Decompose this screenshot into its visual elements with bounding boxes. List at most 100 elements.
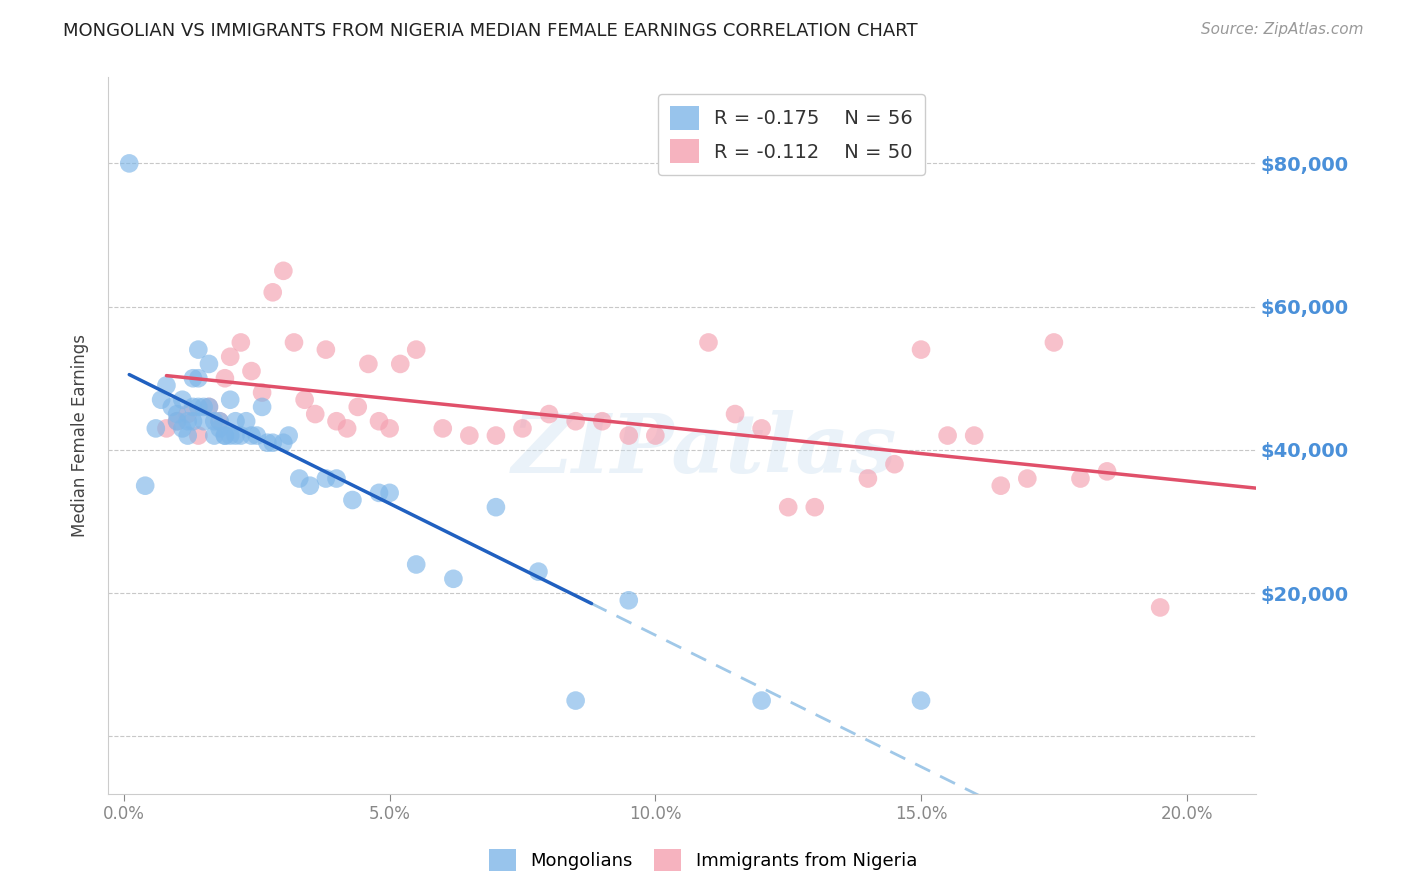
Point	[177, 407, 200, 421]
Point	[208, 421, 231, 435]
Point	[246, 428, 269, 442]
Point	[432, 421, 454, 435]
Point	[751, 421, 773, 435]
Point	[250, 385, 273, 400]
Point	[235, 414, 257, 428]
Point	[389, 357, 412, 371]
Point	[1069, 471, 1091, 485]
Point	[181, 371, 204, 385]
Point	[198, 357, 221, 371]
Point	[202, 428, 225, 442]
Point	[214, 428, 236, 442]
Point	[273, 435, 295, 450]
Point	[378, 421, 401, 435]
Point	[187, 371, 209, 385]
Point	[177, 414, 200, 428]
Point	[187, 428, 209, 442]
Point	[697, 335, 720, 350]
Point	[214, 371, 236, 385]
Point	[803, 500, 825, 515]
Point	[325, 414, 347, 428]
Point	[193, 414, 215, 428]
Point	[441, 572, 464, 586]
Point	[527, 565, 550, 579]
Legend: Mongolians, Immigrants from Nigeria: Mongolians, Immigrants from Nigeria	[481, 842, 925, 879]
Point	[538, 407, 561, 421]
Point	[294, 392, 316, 407]
Point	[229, 428, 252, 442]
Point	[617, 593, 640, 607]
Point	[288, 471, 311, 485]
Point	[214, 428, 236, 442]
Point	[225, 414, 247, 428]
Point	[564, 693, 586, 707]
Point	[485, 428, 508, 442]
Point	[219, 392, 242, 407]
Point	[1149, 600, 1171, 615]
Point	[778, 500, 800, 515]
Point	[405, 558, 427, 572]
Point	[172, 421, 194, 435]
Point	[304, 407, 326, 421]
Point	[298, 478, 321, 492]
Point	[357, 357, 380, 371]
Point	[172, 392, 194, 407]
Point	[405, 343, 427, 357]
Point	[193, 400, 215, 414]
Point	[219, 350, 242, 364]
Point	[256, 435, 278, 450]
Point	[1043, 335, 1066, 350]
Text: MONGOLIAN VS IMMIGRANTS FROM NIGERIA MEDIAN FEMALE EARNINGS CORRELATION CHART: MONGOLIAN VS IMMIGRANTS FROM NIGERIA MED…	[63, 22, 918, 40]
Y-axis label: Median Female Earnings: Median Female Earnings	[72, 334, 89, 537]
Point	[134, 478, 156, 492]
Point	[368, 414, 391, 428]
Point	[990, 478, 1012, 492]
Point	[751, 693, 773, 707]
Point	[145, 421, 167, 435]
Point	[181, 400, 204, 414]
Point	[910, 693, 932, 707]
Text: Source: ZipAtlas.com: Source: ZipAtlas.com	[1201, 22, 1364, 37]
Point	[229, 335, 252, 350]
Point	[181, 414, 204, 428]
Point	[644, 428, 666, 442]
Point	[315, 471, 337, 485]
Point	[485, 500, 508, 515]
Point	[177, 428, 200, 442]
Point	[208, 414, 231, 428]
Point	[250, 400, 273, 414]
Point	[936, 428, 959, 442]
Point	[262, 435, 284, 450]
Point	[160, 400, 183, 414]
Point	[336, 421, 359, 435]
Point	[208, 414, 231, 428]
Point	[166, 414, 188, 428]
Point	[166, 407, 188, 421]
Point	[198, 400, 221, 414]
Point	[219, 428, 242, 442]
Point	[856, 471, 879, 485]
Point	[262, 285, 284, 300]
Text: ZIPatlas: ZIPatlas	[512, 410, 897, 490]
Point	[187, 343, 209, 357]
Point	[155, 421, 177, 435]
Point	[591, 414, 613, 428]
Point	[325, 471, 347, 485]
Legend: R = -0.175    N = 56, R = -0.112    N = 50: R = -0.175 N = 56, R = -0.112 N = 50	[658, 95, 925, 175]
Point	[187, 400, 209, 414]
Point	[1095, 464, 1118, 478]
Point	[378, 486, 401, 500]
Point	[225, 428, 247, 442]
Point	[315, 343, 337, 357]
Point	[283, 335, 305, 350]
Point	[883, 457, 905, 471]
Point	[617, 428, 640, 442]
Point	[342, 493, 364, 508]
Point	[724, 407, 747, 421]
Point	[1017, 471, 1039, 485]
Point	[512, 421, 534, 435]
Point	[198, 400, 221, 414]
Point	[458, 428, 481, 442]
Point	[202, 414, 225, 428]
Point	[963, 428, 986, 442]
